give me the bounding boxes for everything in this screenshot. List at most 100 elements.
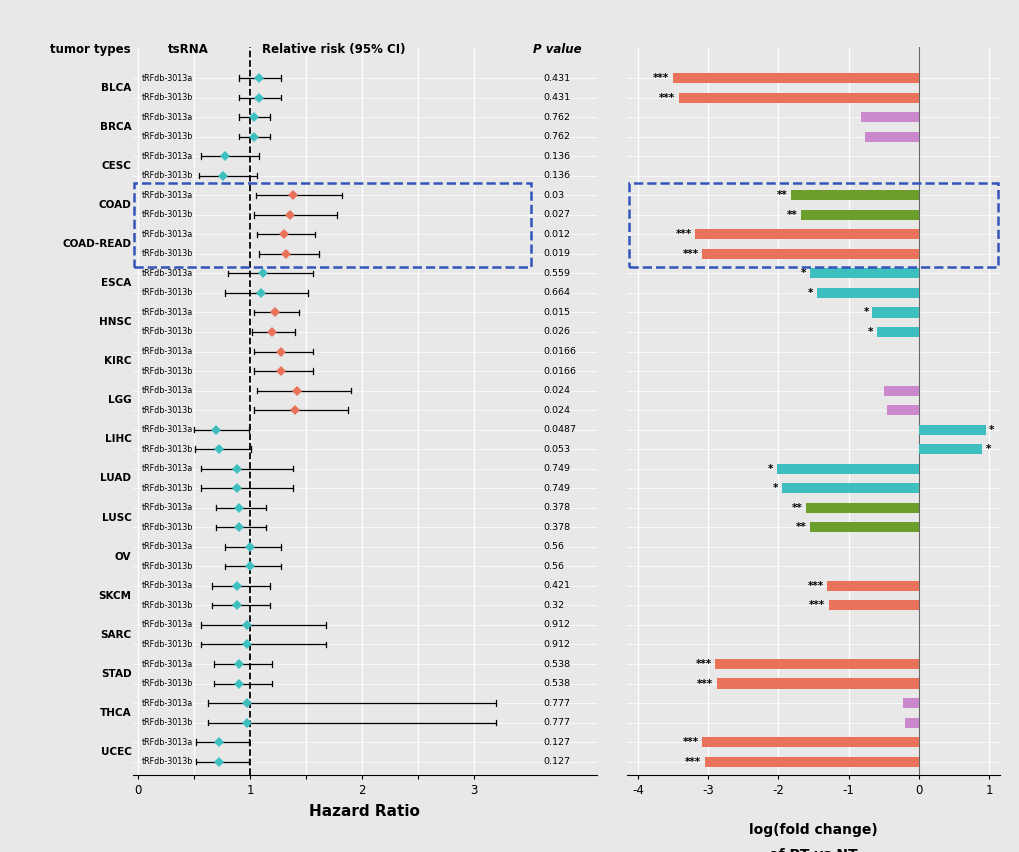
- Text: SKCM: SKCM: [99, 590, 131, 601]
- Text: tRFdb-3013b: tRFdb-3013b: [142, 484, 193, 492]
- Text: COAD: COAD: [99, 200, 131, 210]
- Text: tRFdb-3013a: tRFdb-3013a: [142, 699, 193, 707]
- Text: 0.024: 0.024: [542, 406, 570, 415]
- Bar: [678, 93, 918, 103]
- Text: CESC: CESC: [102, 161, 131, 171]
- Text: of PT vs NT: of PT vs NT: [768, 849, 857, 852]
- Text: 0.024: 0.024: [542, 386, 570, 395]
- Bar: [800, 210, 918, 220]
- Text: **: **: [792, 503, 802, 513]
- Text: HNSC: HNSC: [99, 317, 131, 327]
- Bar: [918, 444, 981, 454]
- Text: COAD-READ: COAD-READ: [62, 239, 131, 249]
- Text: ***: ***: [676, 229, 691, 239]
- Bar: [790, 190, 918, 200]
- Bar: [695, 229, 918, 239]
- Text: ***: ***: [807, 581, 823, 591]
- Text: tRFdb-3013a: tRFdb-3013a: [142, 738, 193, 746]
- Text: tRFdb-3013a: tRFdb-3013a: [142, 152, 193, 161]
- Text: 0.749: 0.749: [542, 464, 570, 473]
- Bar: [882, 385, 918, 395]
- Text: ***: ***: [695, 659, 711, 669]
- Text: tRFdb-3013b: tRFdb-3013b: [142, 718, 193, 727]
- Text: *: *: [807, 288, 813, 298]
- Text: tRFdb-3013a: tRFdb-3013a: [142, 543, 193, 551]
- Text: tRFdb-3013a: tRFdb-3013a: [142, 581, 193, 590]
- Text: 0.012: 0.012: [542, 230, 570, 239]
- Text: 0.762: 0.762: [542, 132, 570, 141]
- Text: 0.777: 0.777: [542, 718, 570, 727]
- Text: **: **: [795, 522, 806, 532]
- Text: **: **: [786, 210, 797, 220]
- Text: tRFdb-3013a: tRFdb-3013a: [142, 464, 193, 473]
- Text: 0.0166: 0.0166: [542, 366, 576, 376]
- Text: tRFdb-3013b: tRFdb-3013b: [142, 93, 193, 102]
- Text: LIHC: LIHC: [105, 435, 131, 445]
- Bar: [875, 327, 918, 337]
- Text: 0.0166: 0.0166: [542, 347, 576, 356]
- Bar: [918, 424, 984, 435]
- Bar: [904, 717, 918, 728]
- Text: 0.136: 0.136: [542, 171, 570, 181]
- Bar: [776, 463, 918, 474]
- Text: ***: ***: [682, 737, 698, 747]
- Text: ***: ***: [685, 757, 700, 767]
- Text: 0.559: 0.559: [542, 269, 570, 278]
- Text: ***: ***: [808, 601, 824, 610]
- Text: *: *: [863, 308, 868, 318]
- Text: tRFdb-3013b: tRFdb-3013b: [142, 250, 193, 258]
- Text: tumor types: tumor types: [50, 43, 130, 55]
- Text: 0.378: 0.378: [542, 504, 570, 512]
- Text: 0.019: 0.019: [542, 250, 570, 258]
- Text: LGG: LGG: [108, 395, 131, 406]
- Text: tRFdb-3013a: tRFdb-3013a: [142, 386, 193, 395]
- Text: tRFdb-3013b: tRFdb-3013b: [142, 679, 193, 688]
- Bar: [714, 659, 918, 669]
- Text: 0.378: 0.378: [542, 523, 570, 532]
- Text: ***: ***: [653, 73, 668, 83]
- Text: 0.431: 0.431: [542, 93, 570, 102]
- Text: tRFdb-3013a: tRFdb-3013a: [142, 620, 193, 630]
- Text: 0.912: 0.912: [542, 640, 570, 649]
- Text: tRFdb-3013b: tRFdb-3013b: [142, 406, 193, 415]
- Text: tRFdb-3013b: tRFdb-3013b: [142, 757, 193, 766]
- Text: 0.027: 0.027: [542, 210, 570, 219]
- Bar: [133, 182, 530, 267]
- Text: 0.664: 0.664: [542, 289, 570, 297]
- Text: tsRNA: tsRNA: [168, 43, 209, 55]
- Text: 0.56: 0.56: [542, 561, 564, 571]
- Text: tRFdb-3013b: tRFdb-3013b: [142, 445, 193, 453]
- Bar: [715, 678, 918, 688]
- Text: 0.053: 0.053: [542, 445, 570, 453]
- Text: tRFdb-3013b: tRFdb-3013b: [142, 171, 193, 181]
- Text: LUSC: LUSC: [102, 513, 131, 522]
- Bar: [809, 522, 918, 532]
- Text: *: *: [800, 268, 806, 279]
- Text: 0.136: 0.136: [542, 152, 570, 161]
- Bar: [673, 73, 918, 83]
- X-axis label: Hazard Ratio: Hazard Ratio: [309, 804, 420, 820]
- Text: *: *: [767, 463, 772, 474]
- Text: KIRC: KIRC: [104, 356, 131, 366]
- Bar: [903, 698, 918, 708]
- Text: STAD: STAD: [101, 669, 131, 679]
- Bar: [704, 757, 918, 767]
- Bar: [826, 581, 918, 591]
- Bar: [871, 308, 918, 318]
- Text: ***: ***: [696, 678, 712, 688]
- Text: tRFdb-3013b: tRFdb-3013b: [142, 327, 193, 337]
- Text: 0.912: 0.912: [542, 620, 570, 630]
- Bar: [887, 405, 918, 415]
- Text: 0.32: 0.32: [542, 601, 564, 610]
- Text: tRFdb-3013a: tRFdb-3013a: [142, 659, 193, 669]
- Text: 0.56: 0.56: [542, 543, 564, 551]
- Text: tRFdb-3013a: tRFdb-3013a: [142, 308, 193, 317]
- Text: 0.762: 0.762: [542, 112, 570, 122]
- Bar: [806, 503, 918, 513]
- Text: OV: OV: [115, 551, 131, 561]
- Text: *: *: [772, 483, 777, 493]
- Text: 0.538: 0.538: [542, 659, 570, 669]
- Text: 0.026: 0.026: [542, 327, 570, 337]
- Text: Relative risk (95% CI): Relative risk (95% CI): [262, 43, 406, 55]
- Text: 0.538: 0.538: [542, 679, 570, 688]
